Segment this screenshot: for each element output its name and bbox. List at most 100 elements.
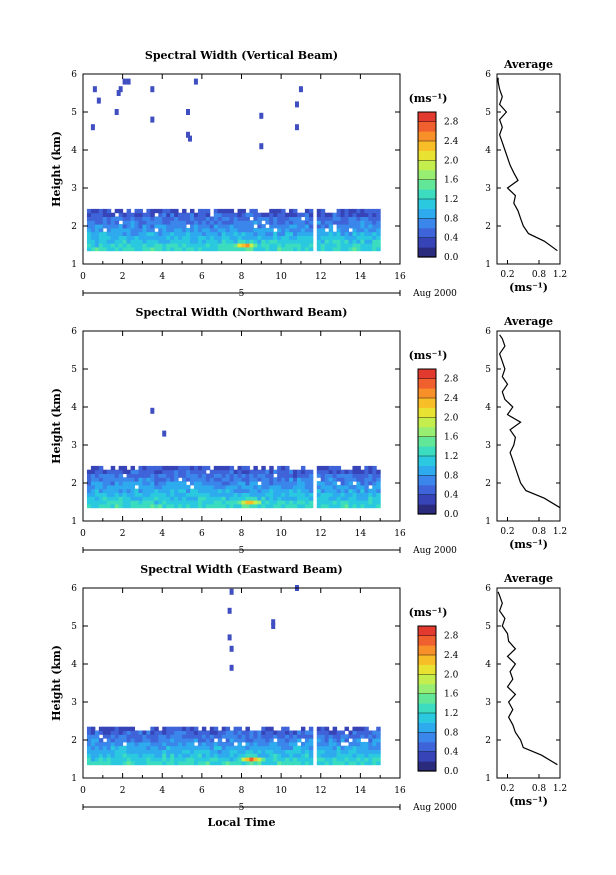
heatmap-cell xyxy=(328,500,334,505)
heatmap-cell xyxy=(106,749,112,754)
heatmap-cell xyxy=(217,243,223,248)
heatmap-cell xyxy=(110,246,116,252)
heatmap-cell xyxy=(146,224,151,229)
heatmap-cell xyxy=(356,500,361,505)
heatmap-cell xyxy=(174,481,179,486)
heatmap-cell xyxy=(182,738,187,743)
heatmap-cell xyxy=(360,481,365,486)
heatmap-cell xyxy=(376,220,381,225)
heatmap-cell xyxy=(213,208,219,214)
heatmap-cell xyxy=(253,465,258,471)
heatmap-cell xyxy=(304,757,310,762)
heatmap-cell xyxy=(225,753,231,758)
heatmap-cell xyxy=(182,243,187,248)
heatmap-cell xyxy=(213,235,219,240)
heatmap-cell xyxy=(213,496,219,501)
heatmap-cell xyxy=(348,730,353,735)
heatmap-cell xyxy=(90,224,96,229)
average-y-tick-label: 6 xyxy=(485,327,491,337)
heatmap-cell xyxy=(344,477,349,482)
heatmap-cell xyxy=(269,726,274,731)
heatmap-cell xyxy=(134,246,139,252)
heatmap-cell xyxy=(376,745,381,750)
heatmap-cell xyxy=(98,220,104,225)
heatmap-cell xyxy=(320,216,326,221)
heatmap-cell xyxy=(257,753,262,758)
heatmap-cell xyxy=(320,481,326,486)
heatmap-cell xyxy=(372,227,377,233)
heatmap-cell xyxy=(118,473,124,478)
heatmap-cell xyxy=(316,734,322,739)
y-tick-label: 5 xyxy=(71,622,77,632)
colorbar-tick-label: 0.0 xyxy=(444,767,459,777)
heatmap-cell xyxy=(142,231,147,236)
heatmap-cell xyxy=(106,753,112,758)
heatmap-cell xyxy=(166,757,171,762)
heatmap-cell xyxy=(201,469,207,474)
heatmap-cell xyxy=(293,239,298,244)
heatmap-cell xyxy=(360,753,365,758)
heatmap-cell xyxy=(178,235,183,240)
heatmap-cell xyxy=(182,753,187,758)
heatmap-cell xyxy=(158,208,163,214)
heatmap-cell xyxy=(94,760,100,766)
heatmap-cell xyxy=(162,481,167,486)
heatmap-cell xyxy=(201,216,207,221)
heatmap-cell xyxy=(229,496,235,501)
heatmap-cell xyxy=(118,224,124,229)
heatmap-cell xyxy=(300,488,306,493)
colorbar-swatch xyxy=(418,674,436,685)
heatmap-cell xyxy=(285,730,290,735)
heatmap-cell xyxy=(209,481,215,486)
colorbar-swatch xyxy=(418,150,436,161)
heatmap-cell xyxy=(245,231,250,236)
heatmap-cell xyxy=(293,749,298,754)
heatmap-cell xyxy=(154,235,159,240)
colorbar-swatch xyxy=(418,417,436,428)
heatmap-cell xyxy=(217,208,223,214)
heatmap-cell xyxy=(158,235,163,240)
colorbar-swatch xyxy=(418,446,436,457)
heatmap-cell xyxy=(300,235,306,240)
heatmap-cell xyxy=(300,473,306,478)
heatmap-cell xyxy=(304,488,310,493)
heatmap-cell xyxy=(245,726,250,731)
average-x-label: (ms⁻¹) xyxy=(509,795,548,808)
heatmap-cell xyxy=(170,212,175,217)
heatmap-cell xyxy=(213,220,219,225)
heatmap-cell xyxy=(241,730,246,735)
heatmap-cell xyxy=(221,745,227,750)
heatmap-cell xyxy=(102,235,108,240)
heatmap-cell xyxy=(273,500,278,505)
heatmap-cell xyxy=(178,488,183,493)
heatmap-cell xyxy=(372,243,377,248)
heatmap-cell xyxy=(201,730,207,735)
heatmap-cell xyxy=(166,243,171,248)
heatmap-cell xyxy=(304,760,310,766)
heatmap-cell xyxy=(237,492,242,497)
heatmap-cell xyxy=(158,757,163,762)
heatmap-cell xyxy=(372,488,377,493)
heatmap-cell xyxy=(257,239,262,244)
heatmap-cell xyxy=(150,473,155,478)
heatmap-cell xyxy=(376,477,381,482)
heatmap-cell xyxy=(162,484,167,490)
heatmap-cell xyxy=(193,224,199,229)
heatmap-cell xyxy=(336,734,342,739)
heatmap-cell xyxy=(293,492,298,497)
heatmap-cell xyxy=(98,246,104,252)
heatmap-cell xyxy=(277,212,282,217)
heatmap-cell xyxy=(368,481,373,486)
heatmap-cell xyxy=(86,492,92,497)
heatmap-cell xyxy=(356,749,361,754)
colorbar-unit: (ms⁻¹) xyxy=(409,606,448,619)
heatmap-cell xyxy=(106,730,112,735)
heatmap-cell xyxy=(253,477,258,482)
heatmap-cell xyxy=(174,216,179,221)
heatmap-cell xyxy=(138,734,143,739)
heatmap-cell xyxy=(186,216,191,221)
heatmap-cell xyxy=(166,760,171,766)
colorbar-swatch xyxy=(418,655,436,665)
heatmap-cell xyxy=(352,231,357,236)
